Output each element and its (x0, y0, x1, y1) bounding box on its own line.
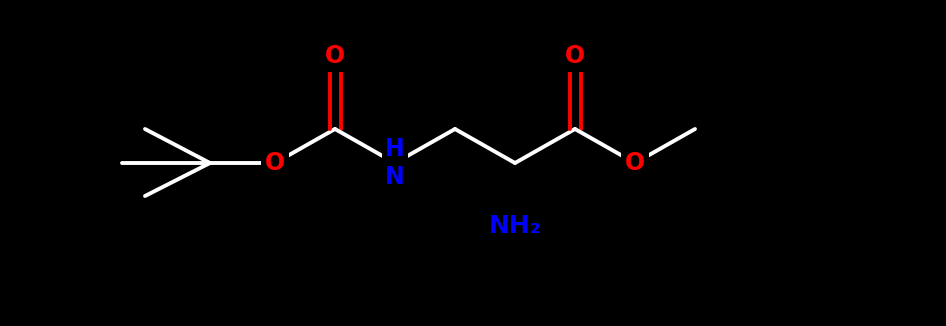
Text: H
N: H N (385, 137, 405, 189)
Text: O: O (565, 44, 585, 68)
Text: NH₂: NH₂ (489, 214, 541, 238)
Text: O: O (324, 44, 345, 68)
Text: O: O (625, 151, 645, 175)
Text: O: O (265, 151, 285, 175)
